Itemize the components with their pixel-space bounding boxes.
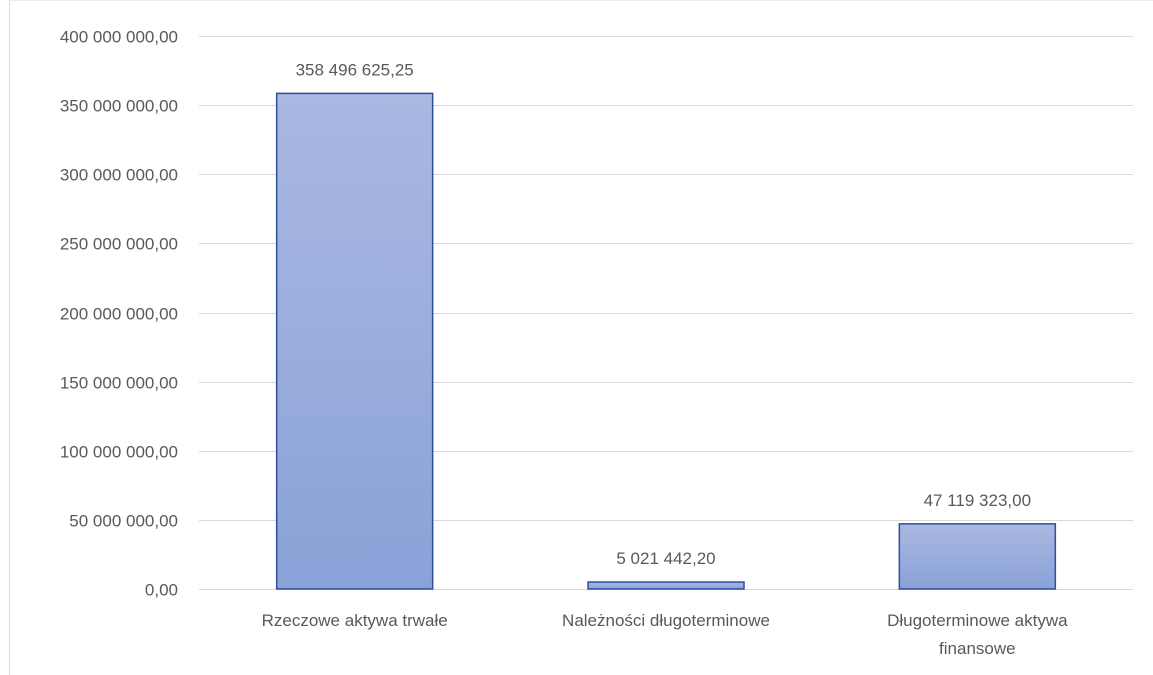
category-label-0-line-0: Rzeczowe aktywa trwałe <box>262 611 448 630</box>
y-tick-label-1: 50 000 000,00 <box>69 512 178 531</box>
bar-2 <box>898 523 1057 590</box>
data-labels: 358 496 625,25 5 021 442,20 47 119 323,00 <box>296 60 1031 568</box>
y-tick-label-6: 300 000 000,00 <box>60 166 178 185</box>
y-tick-label-5: 250 000 000,00 <box>60 235 178 254</box>
data-label-1: 5 021 442,20 <box>616 549 715 568</box>
data-label-2: 47 119 323,00 <box>924 491 1031 510</box>
category-label-2-line-1: finansowe <box>939 639 1016 658</box>
y-tick-label-8: 400 000 000,00 <box>60 28 178 47</box>
y-tick-label-0: 0,00 <box>145 581 178 600</box>
bar-0 <box>275 92 434 590</box>
y-tick-label-2: 100 000 000,00 <box>60 443 178 462</box>
category-label-1-line-0: Należności długoterminowe <box>562 611 770 630</box>
y-axis-tick-labels: 0,00 50 000 000,00 100 000 000,00 150 000 0… <box>60 28 178 600</box>
data-label-0: 358 496 625,25 <box>296 60 414 79</box>
y-tick-label-4: 200 000 000,00 <box>60 305 178 324</box>
category-label-2-line-0: Długoterminowe aktywa <box>887 611 1068 630</box>
bar-1 <box>587 581 745 590</box>
y-tick-label-7: 350 000 000,00 <box>60 97 178 116</box>
bars <box>275 92 1057 590</box>
y-tick-label-3: 150 000 000,00 <box>60 374 178 393</box>
x-axis-category-labels: Rzeczowe aktywa trwałe Należności długote… <box>262 611 1069 658</box>
